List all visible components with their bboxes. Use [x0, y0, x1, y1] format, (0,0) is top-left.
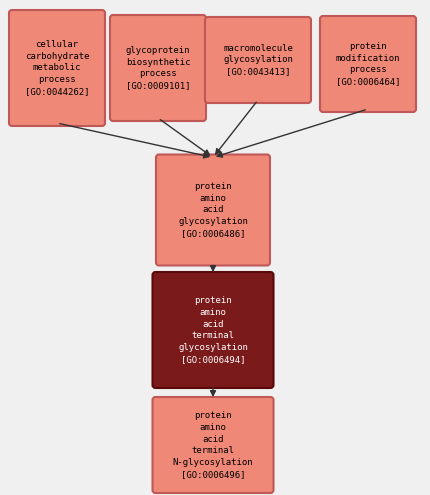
Text: macromolecule
glycosylation
[GO:0043413]: macromolecule glycosylation [GO:0043413] — [223, 44, 293, 76]
Text: protein
amino
acid
glycosylation
[GO:0006486]: protein amino acid glycosylation [GO:000… — [178, 182, 248, 238]
Text: cellular
carbohydrate
metabolic
process
[GO:0044262]: cellular carbohydrate metabolic process … — [25, 40, 89, 96]
FancyBboxPatch shape — [110, 15, 206, 121]
FancyBboxPatch shape — [205, 17, 311, 103]
Text: protein
amino
acid
terminal
glycosylation
[GO:0006494]: protein amino acid terminal glycosylatio… — [178, 296, 248, 364]
FancyBboxPatch shape — [9, 10, 105, 126]
Text: protein
modification
process
[GO:0006464]: protein modification process [GO:0006464… — [336, 42, 400, 86]
FancyBboxPatch shape — [153, 272, 273, 388]
Text: protein
amino
acid
terminal
N-glycosylation
[GO:0006496]: protein amino acid terminal N-glycosylat… — [173, 411, 253, 479]
FancyBboxPatch shape — [320, 16, 416, 112]
Text: glycoprotein
biosynthetic
process
[GO:0009101]: glycoprotein biosynthetic process [GO:00… — [126, 46, 190, 90]
FancyBboxPatch shape — [153, 397, 273, 493]
FancyBboxPatch shape — [156, 154, 270, 265]
